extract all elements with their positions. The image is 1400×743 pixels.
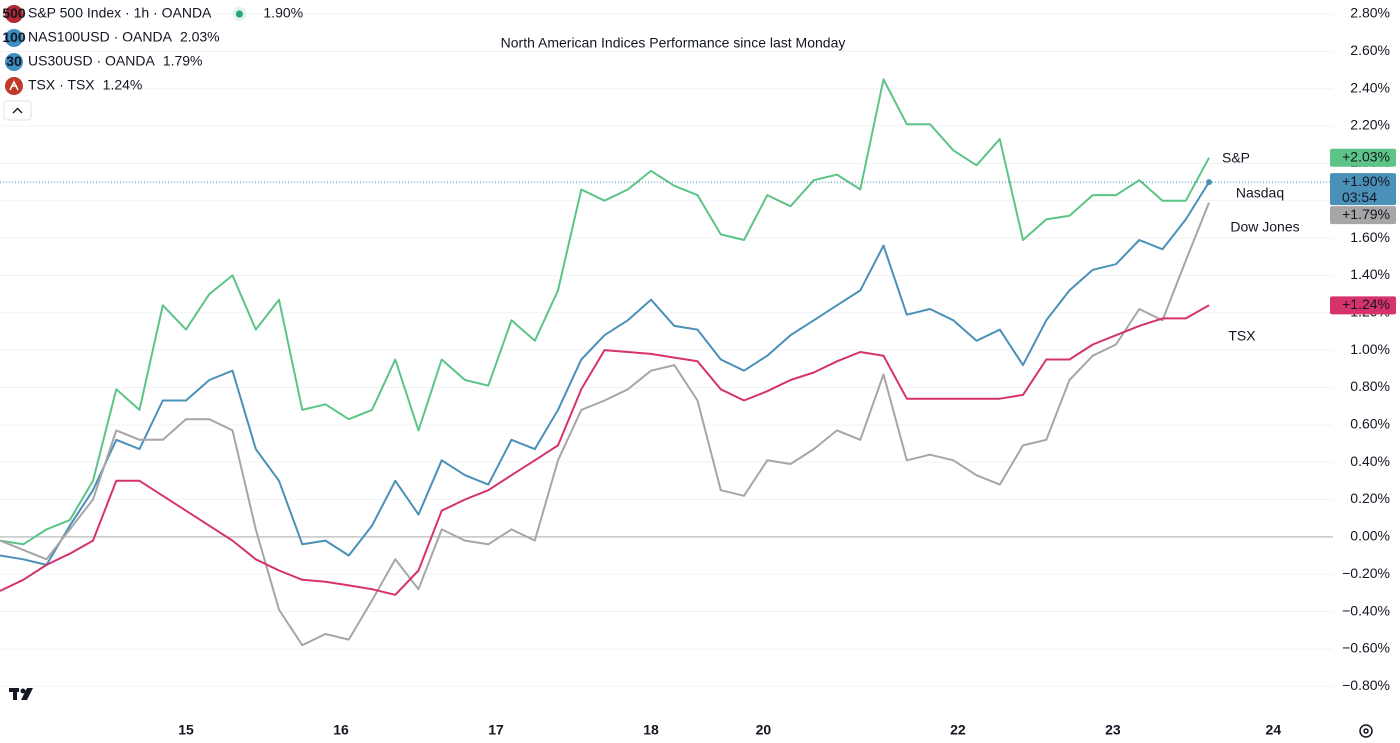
legend-icon xyxy=(5,53,23,71)
y-tick-label: −0.80% xyxy=(1342,677,1390,693)
legend-value: 1.90% xyxy=(263,5,303,21)
legend-icon xyxy=(5,5,23,23)
status-dot xyxy=(235,10,243,18)
x-tick-label: 16 xyxy=(333,722,349,738)
value-badge xyxy=(1330,173,1396,206)
series-annotation: Nasdaq xyxy=(1236,185,1284,201)
series-line xyxy=(0,181,1210,566)
legend-value: 1.79% xyxy=(163,53,203,69)
legend-label: US30USD · OANDA xyxy=(28,53,155,69)
countdown: 03:54 xyxy=(1342,189,1377,205)
tv-logo xyxy=(9,688,33,700)
series-annotation: TSX xyxy=(1228,328,1256,344)
x-tick-label: 23 xyxy=(1105,722,1121,738)
legend-value: 2.03% xyxy=(180,29,220,45)
y-tick-label: 0.80% xyxy=(1350,378,1390,394)
legend-label: NAS100USD · OANDA xyxy=(28,29,173,45)
x-tick-label: 15 xyxy=(178,722,194,738)
x-tick-label: 20 xyxy=(756,722,772,738)
series-line xyxy=(0,304,1210,596)
y-tick-label: 1.40% xyxy=(1350,266,1390,282)
value-badge xyxy=(1330,296,1396,315)
legend-label: TSX · TSX xyxy=(28,77,95,93)
value-badge-label: +1.24% xyxy=(1342,296,1390,312)
y-tick-label: 2.60% xyxy=(1350,42,1390,58)
y-tick-label: 2.80% xyxy=(1350,5,1390,21)
x-tick-label: 17 xyxy=(488,722,504,738)
legend-icon-glyph xyxy=(9,80,19,91)
legend-icon-text: 500 xyxy=(2,5,26,21)
y-tick-label: 0.60% xyxy=(1350,416,1390,432)
series-line xyxy=(0,202,1210,647)
y-tick-label: 0.40% xyxy=(1350,453,1390,469)
y-tick-label: 0.20% xyxy=(1350,490,1390,506)
series-annotation: Dow Jones xyxy=(1230,219,1299,235)
value-badge-label: +1.79% xyxy=(1342,206,1390,222)
y-tick-label: 1.60% xyxy=(1350,229,1390,245)
legend-value: 1.24% xyxy=(103,77,143,93)
plot-background xyxy=(0,13,1333,687)
collapse-button[interactable] xyxy=(3,100,32,121)
x-tick-label: 22 xyxy=(950,722,966,738)
x-tick-label: 24 xyxy=(1266,722,1282,738)
y-tick-label: 0.00% xyxy=(1350,528,1390,544)
value-badge xyxy=(1330,148,1396,167)
settings-icon[interactable] xyxy=(1359,724,1373,738)
series-line xyxy=(0,78,1210,546)
x-tick-label: 18 xyxy=(643,722,659,738)
last-point xyxy=(1206,179,1212,186)
chart-title: North American Indices Performance since… xyxy=(501,35,846,51)
legend-icon xyxy=(5,29,23,47)
y-tick-label: −0.20% xyxy=(1342,565,1390,581)
value-badge-label: +1.90% xyxy=(1342,173,1390,189)
value-badge xyxy=(1330,206,1396,225)
legend-icon-text: 30 xyxy=(6,53,22,69)
y-tick-label: −0.40% xyxy=(1342,602,1390,618)
series-annotation: S&P xyxy=(1222,150,1250,166)
legend-label: S&P 500 Index · 1h · OANDA xyxy=(28,5,212,21)
y-tick-label: 1.00% xyxy=(1350,341,1390,357)
legend-icon-text: 100 xyxy=(2,29,26,45)
y-tick-label: 2.40% xyxy=(1350,79,1390,95)
value-badge-label: +2.03% xyxy=(1342,148,1390,164)
y-tick-label: 2.20% xyxy=(1350,117,1390,133)
y-tick-label: −0.60% xyxy=(1342,640,1390,656)
